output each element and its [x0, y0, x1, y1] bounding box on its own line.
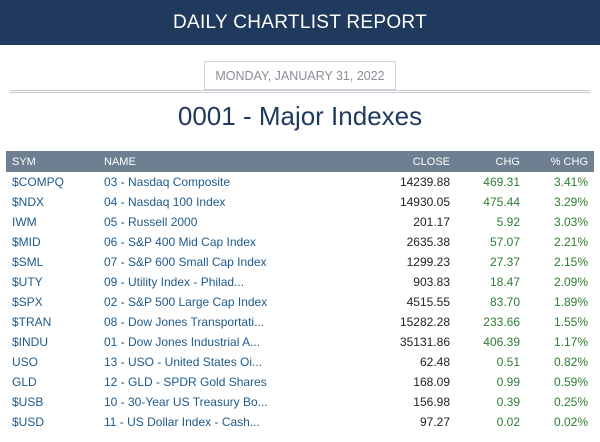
change-value: 5.92 [496, 215, 520, 229]
table-row[interactable]: $NDX 04 - Nasdaq 100 Index 14930.05 475.44 3… [6, 192, 594, 212]
column-header-close[interactable]: CLOSE [412, 155, 450, 168]
close-value: 14930.05 [399, 195, 450, 209]
symbol-link[interactable]: IWM [12, 215, 37, 229]
index-name-link[interactable]: 10 - 30-Year US Treasury Bo... [104, 395, 268, 409]
table-row[interactable]: $SPX 02 - S&P 500 Large Cap Index 4515.55 8… [6, 292, 594, 312]
table-row[interactable]: $INDU 01 - Dow Jones Industrial A... 35131… [6, 332, 594, 352]
close-value: 62.48 [419, 355, 450, 369]
table-row[interactable]: IWM 05 - Russell 2000 201.17 5.92 3.03% [6, 212, 594, 232]
change-value: 475.44 [483, 195, 520, 209]
percent-change-value: 0.82% [553, 355, 588, 369]
percent-change-value: 2.09% [553, 275, 588, 289]
change-value: 0.99 [496, 375, 520, 389]
close-value: 35131.86 [399, 335, 450, 349]
change-value: 469.31 [483, 175, 520, 189]
table-row[interactable]: $UTY 09 - Utility Index - Philad... 903.83… [6, 272, 594, 292]
change-value: 18.47 [489, 275, 520, 289]
percent-change-value: 1.17% [553, 335, 588, 349]
percent-change-value: 2.15% [553, 255, 588, 269]
close-value: 201.17 [413, 215, 450, 229]
table-row[interactable]: $USB 10 - 30-Year US Treasury Bo... 156.98… [6, 392, 594, 412]
change-value: 57.07 [489, 235, 520, 249]
symbol-link[interactable]: $NDX [12, 195, 45, 209]
symbol-link[interactable]: GLD [12, 375, 37, 389]
close-value: 156.98 [413, 395, 450, 409]
index-name-link[interactable]: 13 - USO - United States Oi... [104, 355, 263, 369]
index-name-link[interactable]: 11 - US Dollar Index - Cash... [104, 415, 260, 429]
index-name-link[interactable]: 08 - Dow Jones Transportati... [104, 315, 265, 329]
table-row[interactable]: $COMPQ 03 - Nasdaq Composite 14239.88 469.3… [6, 172, 594, 192]
close-value: 168.09 [413, 375, 450, 389]
table-row[interactable]: $USD 11 - US Dollar Index - Cash... 97.27 0… [6, 412, 594, 432]
table-row[interactable]: $TRAN 08 - Dow Jones Transportati... 15282… [6, 312, 594, 332]
index-name-link[interactable]: 12 - GLD - SPDR Gold Shares [104, 375, 267, 389]
percent-change-value: 1.55% [553, 315, 588, 329]
table-row[interactable]: $MID 06 - S&P 400 Mid Cap Index 2635.38 57.… [6, 232, 594, 252]
index-name-link[interactable]: 06 - S&P 400 Mid Cap Index [104, 235, 256, 249]
column-header-pct-chg[interactable]: % CHG [550, 155, 588, 168]
close-value: 2635.38 [406, 235, 450, 249]
report-header-title: DAILY CHARTLIST REPORT [172, 11, 428, 33]
index-name-link[interactable]: 04 - Nasdaq 100 Index [104, 195, 226, 209]
symbol-link[interactable]: $USD [12, 415, 45, 429]
report-header-bar: DAILY CHARTLIST REPORT [0, 0, 600, 45]
symbol-link[interactable]: $SPX [12, 295, 43, 309]
index-name-link[interactable]: 01 - Dow Jones Industrial A... [104, 335, 261, 349]
symbol-link[interactable]: $COMPQ [12, 175, 65, 189]
symbol-link[interactable]: $INDU [12, 335, 49, 349]
percent-change-value: 1.89% [553, 295, 588, 309]
symbol-link[interactable]: $UTY [12, 275, 43, 289]
change-value: 233.66 [483, 315, 520, 329]
table-row[interactable]: $SML 07 - S&P 600 Small Cap Index 1299.23 2… [6, 252, 594, 272]
symbol-link[interactable]: $TRAN [12, 315, 52, 329]
chartlist-title: 0001 - Major Indexes [177, 101, 423, 131]
change-value: 0.51 [496, 355, 520, 369]
report-date: MONDAY, JANUARY 31, 2022 [215, 68, 385, 83]
change-value: 0.02 [496, 415, 520, 429]
index-name-link[interactable]: 09 - Utility Index - Philad... [104, 275, 245, 289]
percent-change-value: 0.25% [553, 395, 588, 409]
percent-change-value: 2.21% [553, 235, 588, 249]
close-value: 4515.55 [406, 295, 450, 309]
change-value: 0.39 [496, 395, 520, 409]
symbol-link[interactable]: $SML [12, 255, 44, 269]
percent-change-value: 3.29% [553, 195, 588, 209]
close-value: 14239.88 [399, 175, 450, 189]
percent-change-value: 0.59% [553, 375, 588, 389]
index-name-link[interactable]: 07 - S&P 600 Small Cap Index [104, 255, 267, 269]
indexes-table: SYM NAME CLOSE CHG % CHG $COMPQ 03 - Nasd… [6, 151, 594, 432]
index-name-link[interactable]: 03 - Nasdaq Composite [104, 175, 231, 189]
symbol-link[interactable]: USO [12, 355, 39, 369]
close-value: 97.27 [419, 415, 450, 429]
percent-change-value: 3.41% [553, 175, 588, 189]
report-date-box: MONDAY, JANUARY 31, 2022 [204, 61, 396, 90]
percent-change-value: 0.02% [553, 415, 588, 429]
index-name-link[interactable]: 05 - Russell 2000 [104, 215, 198, 229]
column-header-sym[interactable]: SYM [12, 155, 36, 168]
index-name-link[interactable]: 02 - S&P 500 Large Cap Index [104, 295, 268, 309]
divider-line [10, 92, 590, 93]
table-row[interactable]: USO 13 - USO - United States Oi... 62.48 0.… [6, 352, 594, 372]
change-value: 406.39 [483, 335, 520, 349]
divider-line [10, 90, 590, 91]
change-value: 83.70 [489, 295, 520, 309]
close-value: 1299.23 [406, 255, 450, 269]
change-value: 27.37 [489, 255, 520, 269]
close-value: 15282.28 [399, 315, 450, 329]
symbol-link[interactable]: $USB [12, 395, 44, 409]
indexes-table-container: SYM NAME CLOSE CHG % CHG $COMPQ 03 - Nasd… [6, 151, 594, 432]
column-header-chg[interactable]: CHG [495, 155, 520, 168]
close-value: 903.83 [413, 275, 450, 289]
symbol-link[interactable]: $MID [12, 235, 41, 249]
table-header-row: SYM NAME CLOSE CHG % CHG [6, 151, 594, 172]
column-header-name[interactable]: NAME [104, 155, 136, 168]
percent-change-value: 3.03% [553, 215, 588, 229]
table-row[interactable]: GLD 12 - GLD - SPDR Gold Shares 168.09 0.99… [6, 372, 594, 392]
